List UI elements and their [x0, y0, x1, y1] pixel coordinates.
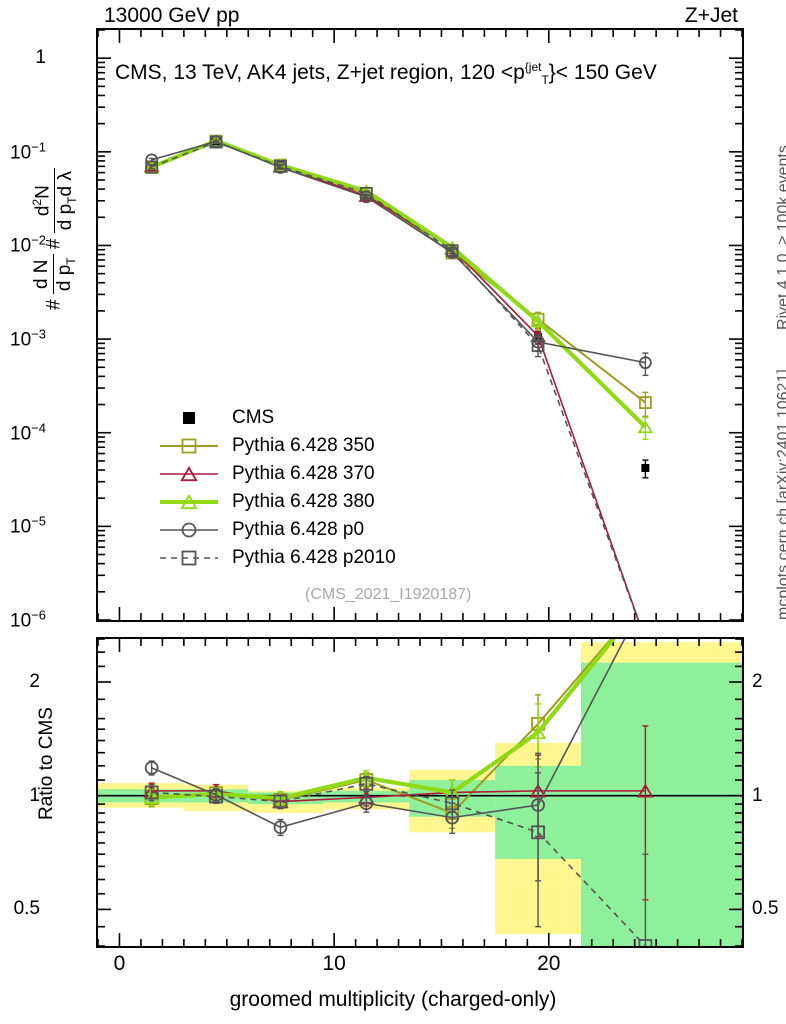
- y-tick-label-3: 10−3: [10, 326, 46, 351]
- legend-label-1: Pythia 6.428 350: [232, 435, 375, 456]
- header-left-beam: 13000 GeV pp: [104, 4, 240, 27]
- legend-label-4: Pythia 6.428 p0: [232, 519, 365, 540]
- header-right-process: Z+Jet: [684, 4, 738, 27]
- legend-item-0[interactable]: CMS: [158, 404, 396, 432]
- ratio-plot-canvas: [98, 639, 742, 946]
- y-label-frac1-den: d pT: [54, 254, 78, 294]
- ratio-series-group: [143, 639, 654, 946]
- legend: CMS Pythia 6.428 350 Pythia 6.428 370 Pythi…: [158, 404, 396, 572]
- analysis-id-watermark: (CMS_2021_I1920187): [305, 586, 472, 603]
- y-label-frac1-den-sub: T: [63, 257, 78, 265]
- y-tick-label-0: 1: [35, 47, 46, 69]
- x-tick-label-0: 0: [113, 952, 126, 975]
- ratio-tick-label-right-2: 0.5: [752, 898, 779, 920]
- y-label-frac1-num: d N: [31, 254, 55, 295]
- legend-item-1[interactable]: Pythia 6.428 350: [158, 432, 396, 460]
- main-plot-frame: [96, 28, 744, 641]
- ratio-axis-label: Ratio to CMS: [36, 707, 57, 820]
- panel-title: CMS, 13 TeV, AK4 jets, Z+jet region, 120…: [115, 60, 657, 87]
- y-tick-label-6: 10−6: [10, 607, 46, 632]
- y-tick-label-4: 10−4: [10, 420, 46, 445]
- y-label-hash1: #: [43, 299, 65, 310]
- y-label-frac2-den-main: d p: [55, 203, 77, 231]
- y-label-hash2: #: [43, 238, 65, 250]
- rivet-caption: Rivet 4.1.0, ≥ 100k events: [775, 145, 786, 330]
- mcplots-caption: mcplots.cern.ch [arXiv:2401.10621]: [775, 369, 786, 620]
- y-label-frac2-num-exp: 2: [30, 198, 44, 206]
- series-pythia-6-428-p0: [145, 135, 652, 377]
- ratio-tick-label-left-1: 1: [29, 784, 40, 806]
- legend-marker-open-square-icon: [158, 432, 220, 460]
- y-label-frac2-den-lambda: d λ: [55, 171, 77, 197]
- y-label-frac2-num-d: d: [32, 205, 54, 217]
- panel-title-post: }< 150 GeV: [548, 61, 657, 84]
- band-green: [581, 662, 742, 946]
- ratio-tick-label-right-0: 2: [752, 671, 763, 693]
- legend-marker-open-triangle-icon: [158, 488, 220, 516]
- y-label-frac2-num: d2N: [30, 168, 56, 234]
- y-tick-label-1: 10−1: [10, 139, 46, 164]
- main-series-group: [143, 133, 654, 641]
- legend-label-3: Pythia 6.428 380: [232, 491, 375, 512]
- y-tick-label-2: 10−2: [10, 232, 46, 258]
- panel-title-sup: {jet: [524, 60, 542, 74]
- ratio-plot-frame: [96, 637, 744, 948]
- x-axis-title: groomed multiplicity (charged-only): [229, 988, 557, 1011]
- legend-item-5[interactable]: Pythia 6.428 p2010: [158, 544, 396, 572]
- ratio-series-pythia-6-428-p2010: [144, 772, 653, 946]
- y-label-frac2-num-n: N: [32, 185, 54, 199]
- ratio-tick-label-left-2: 0.5: [13, 898, 40, 920]
- legend-item-4[interactable]: Pythia 6.428 p0: [158, 516, 396, 544]
- legend-item-2[interactable]: Pythia 6.428 370: [158, 460, 396, 488]
- y-axis-label: # d N d pT # d2N d pTd λ: [30, 168, 79, 310]
- y-label-frac2: d2N d pTd λ: [30, 168, 79, 234]
- legend-label-0: CMS: [232, 407, 275, 428]
- x-tick-label-1: 10: [322, 952, 346, 975]
- legend-marker-open-triangle-icon: [158, 460, 220, 488]
- legend-marker-open-square-icon: [158, 544, 220, 572]
- ratio-tick-label-left-0: 2: [29, 671, 40, 693]
- series-pythia-6-428-p2010: [145, 135, 647, 641]
- legend-marker-open-circle-icon: [158, 516, 220, 544]
- ratio-tick-label-right-1: 1: [752, 784, 763, 806]
- y-label-frac2-den: d pTd λ: [55, 168, 79, 233]
- legend-marker-filled-square-icon: [158, 404, 220, 432]
- panel-title-sub: T: [541, 73, 549, 88]
- x-tick-label-2: 20: [537, 952, 561, 975]
- legend-label-2: Pythia 6.428 370: [232, 463, 375, 484]
- legend-label-5: Pythia 6.428 p2010: [232, 547, 396, 568]
- legend-item-3[interactable]: Pythia 6.428 380: [158, 488, 396, 516]
- series-pythia-6-428-380: [143, 133, 654, 441]
- y-tick-label-5: 10−5: [10, 513, 46, 539]
- y-label-frac2-den-sub: T: [65, 196, 80, 204]
- series-pythia-6-428-350: [145, 134, 652, 417]
- y-label-frac1-den-main: d p: [54, 264, 76, 292]
- panel-title-pre: CMS, 13 TeV, AK4 jets, Z+jet region, 120…: [115, 61, 525, 84]
- y-label-frac1: d N d pT: [31, 254, 78, 295]
